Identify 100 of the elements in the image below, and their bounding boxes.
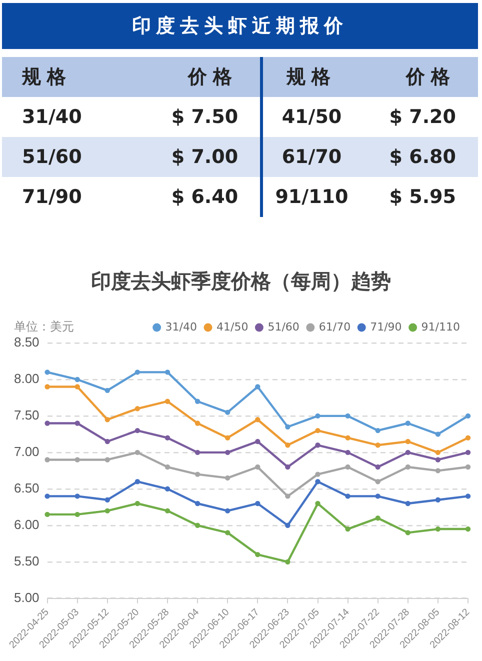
point [285,522,290,528]
point [134,406,140,412]
point [134,450,140,456]
point [345,435,350,440]
point [74,376,80,382]
point [74,494,80,499]
point [435,457,441,462]
point [375,479,380,484]
point [44,384,50,390]
text: 价格 [142,57,262,97]
point [194,472,200,477]
point [405,420,410,426]
point [134,428,140,434]
point [435,450,441,456]
point [104,388,110,394]
point [74,457,80,462]
point [435,468,441,474]
point [225,530,230,536]
y-tick-label: 7.50 [14,408,40,423]
point [465,464,471,470]
legend-label: 71/90 [370,320,402,334]
text: $ 7.00 [142,137,262,177]
point [44,370,50,375]
point [104,497,110,502]
text: $ 6.80 [360,137,478,177]
point [44,420,50,426]
y-tick-label: 8.50 [14,334,40,350]
point [255,384,260,390]
text: 71/90 [21,185,83,210]
point [104,417,110,422]
point [435,432,441,437]
y-tick-label: 5.00 [14,590,40,605]
point [375,464,380,470]
point [74,512,80,518]
text: 51/60 [2,137,142,177]
point [255,552,260,558]
text: 规格 [2,57,142,97]
point [255,500,260,506]
point [74,420,80,426]
point [315,500,320,506]
point [315,442,320,448]
point [164,464,170,470]
chart-title: 印度去头虾季度价格（每周）趋势 [90,270,392,295]
point [345,413,350,419]
point [435,526,441,532]
point [405,438,410,444]
point [104,457,110,462]
point [255,464,260,470]
point [255,417,260,422]
point [74,384,80,390]
point [375,494,380,499]
point [225,450,230,456]
text: 单位：美元 [14,320,74,334]
point [465,435,471,440]
text: $ 7.20 [388,105,457,130]
point [104,438,110,444]
point [315,479,320,484]
point [225,475,230,481]
point [134,370,140,375]
point [285,559,290,564]
point [225,435,230,440]
point [134,479,140,484]
point [285,494,290,499]
point [225,410,230,415]
point [164,370,170,375]
legend-label: 91/110 [421,320,460,334]
point [285,464,290,470]
y-tick-label: 6.50 [14,480,40,496]
point [405,450,410,456]
point [194,500,200,506]
text: $ 7.50 [142,97,262,137]
point [435,497,441,502]
point [315,428,320,434]
point [164,398,170,404]
point [375,515,380,521]
point [345,494,350,499]
point [405,464,410,470]
text: 规格 [262,57,360,97]
point [44,457,50,462]
point [44,512,50,518]
text: $ 5.95 [388,185,457,210]
legend-label: 51/60 [268,320,300,334]
point [164,486,170,492]
point [285,424,290,430]
point [194,398,200,404]
point [405,500,410,506]
point [285,442,290,448]
legend-label: 31/40 [165,320,198,334]
point [194,522,200,528]
point [345,464,350,470]
point [405,530,410,536]
point [465,450,471,456]
point [225,508,230,514]
text: 91/110 [274,185,350,210]
point [44,494,50,499]
text: 41/50 [280,105,343,130]
point [465,413,471,419]
point [164,435,170,440]
point [465,494,471,499]
point [194,420,200,426]
